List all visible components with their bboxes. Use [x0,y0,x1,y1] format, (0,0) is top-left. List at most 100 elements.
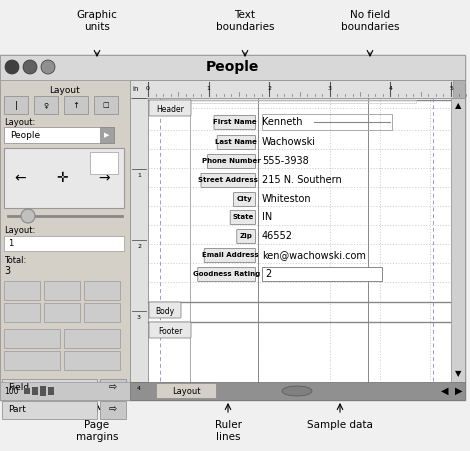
FancyBboxPatch shape [207,155,256,169]
Bar [453,80,465,98]
Bar [64,96,88,114]
FancyBboxPatch shape [234,193,256,207]
Text: No field
boundaries: No field boundaries [341,10,399,32]
Text: ken@wachowski.com: ken@wachowski.com [262,250,366,260]
Text: 3: 3 [4,266,10,276]
Text: Body: Body [156,307,174,316]
Bar [2,401,97,419]
Text: ▼: ▼ [455,369,461,378]
FancyBboxPatch shape [214,115,256,129]
Text: Last Name: Last Name [215,139,257,145]
FancyBboxPatch shape [149,302,181,318]
Bar [451,98,465,382]
Bar [100,127,114,143]
Bar [262,267,382,281]
Text: ↑: ↑ [72,101,79,110]
Bar [4,351,60,370]
Text: Text
boundaries: Text boundaries [216,10,274,32]
Text: Total:: Total: [4,256,26,265]
Text: Street Address: Street Address [198,177,258,183]
Text: Phone Number: Phone Number [202,158,261,164]
Text: City: City [236,196,252,202]
Circle shape [41,60,55,74]
FancyBboxPatch shape [201,174,256,188]
Text: 2: 2 [137,244,141,249]
Text: ◀: ◀ [441,386,449,396]
Text: Ruler
lines: Ruler lines [214,420,242,442]
FancyBboxPatch shape [149,100,191,116]
Ellipse shape [282,386,312,396]
Bar [2,379,97,397]
Bar [4,96,28,114]
Text: Layout:: Layout: [4,226,35,235]
Text: First Name: First Name [213,119,257,125]
Text: 2: 2 [267,87,271,92]
Bar [24,388,30,394]
Bar [48,387,54,395]
Text: Layout:: Layout: [4,118,35,127]
Bar [64,329,120,348]
Text: People: People [205,60,258,74]
Bar [44,281,80,300]
Text: People: People [10,130,40,139]
Bar [4,148,124,208]
Text: 46552: 46552 [262,231,293,241]
Text: ♀: ♀ [43,102,48,108]
Text: 4: 4 [137,386,141,391]
Text: ▲: ▲ [455,101,461,110]
Bar [84,281,120,300]
Bar [0,80,130,400]
Text: Footer: Footer [158,327,182,336]
Bar [64,351,120,370]
Text: Email Address: Email Address [202,252,258,258]
Text: 555-3938: 555-3938 [262,156,309,166]
Bar [4,127,114,143]
Text: Page
margins: Page margins [76,420,118,442]
Text: 2: 2 [265,269,271,279]
Bar [32,387,38,395]
FancyBboxPatch shape [198,267,256,281]
Bar [4,281,40,300]
Text: 1: 1 [8,239,13,248]
Bar [4,303,40,322]
FancyBboxPatch shape [204,249,256,262]
Bar [4,236,124,251]
Bar [100,379,126,397]
Text: ✛: ✛ [56,171,68,185]
Bar [44,303,80,322]
Text: □: □ [102,102,110,108]
Circle shape [5,60,19,74]
Text: ▶: ▶ [104,132,110,138]
Text: Zip: Zip [240,233,252,239]
Bar [168,100,416,103]
Bar [4,329,60,348]
Bar [156,383,216,398]
Bar [100,401,126,419]
Bar [40,386,46,396]
Text: 215 N. Southern: 215 N. Southern [262,175,342,185]
Text: ←: ← [14,171,26,185]
Text: ⇨: ⇨ [109,383,117,393]
Text: Layout: Layout [172,387,200,396]
FancyBboxPatch shape [230,211,256,225]
Text: IN: IN [262,212,272,222]
Text: Layout: Layout [50,86,80,95]
FancyBboxPatch shape [237,230,256,244]
Text: in: in [132,86,139,92]
Bar [34,96,58,114]
Text: Sample data: Sample data [307,420,373,430]
FancyBboxPatch shape [149,322,191,338]
Text: 3: 3 [328,87,332,92]
Text: 100: 100 [4,387,18,396]
Text: Wachowski: Wachowski [262,137,316,147]
Bar [130,382,465,400]
Bar [148,98,451,382]
Text: Part: Part [8,405,26,414]
Text: |: | [15,101,17,110]
Bar [262,114,392,130]
FancyBboxPatch shape [217,135,256,149]
Text: →: → [98,171,110,185]
Text: 3: 3 [137,315,141,320]
Bar [90,152,118,174]
Text: Field: Field [8,383,29,392]
